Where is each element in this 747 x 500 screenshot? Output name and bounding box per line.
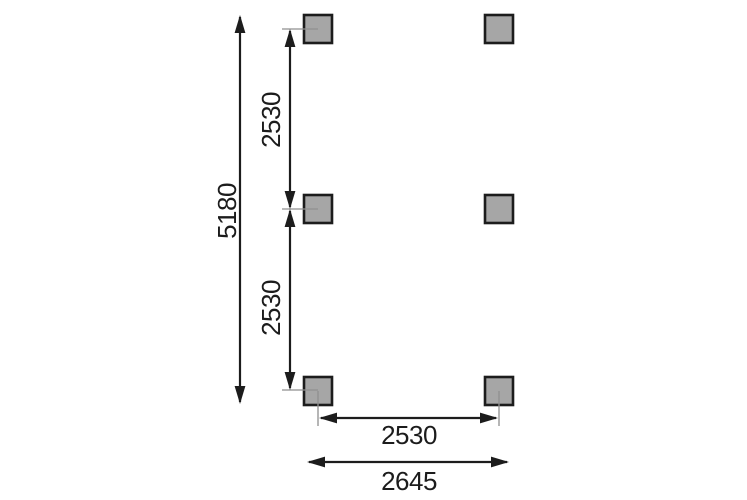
dimension-label: 2645 [381,466,437,496]
post-top-right [483,13,515,45]
dimension-bay-depth-lower: 2530 [256,209,296,390]
dimension-bay-width: 2530 [319,412,498,450]
arrow-left-icon [319,412,337,424]
arrow-up-icon [284,29,296,47]
arrow-right-icon [491,456,509,468]
dimension-label: 2530 [256,92,286,148]
post-markers [302,13,515,407]
arrow-down-icon [284,372,296,390]
extension-lines [282,28,500,426]
arrow-up-icon [234,15,246,33]
arrow-down-icon [284,191,296,209]
arrow-left-icon [307,456,325,468]
post-middle-right [483,193,515,225]
dimension-label: 5180 [212,183,242,239]
dimension-overall-width: 2645 [307,456,509,496]
dimension-bay-depth-upper: 2530 [256,29,296,209]
arrow-right-icon [480,412,498,424]
dimension-overall-depth: 5180 [212,15,246,404]
dimension-label: 2530 [381,420,437,450]
dimension-label: 2530 [256,280,286,336]
arrow-down-icon [234,386,246,404]
arrow-up-icon [284,209,296,227]
